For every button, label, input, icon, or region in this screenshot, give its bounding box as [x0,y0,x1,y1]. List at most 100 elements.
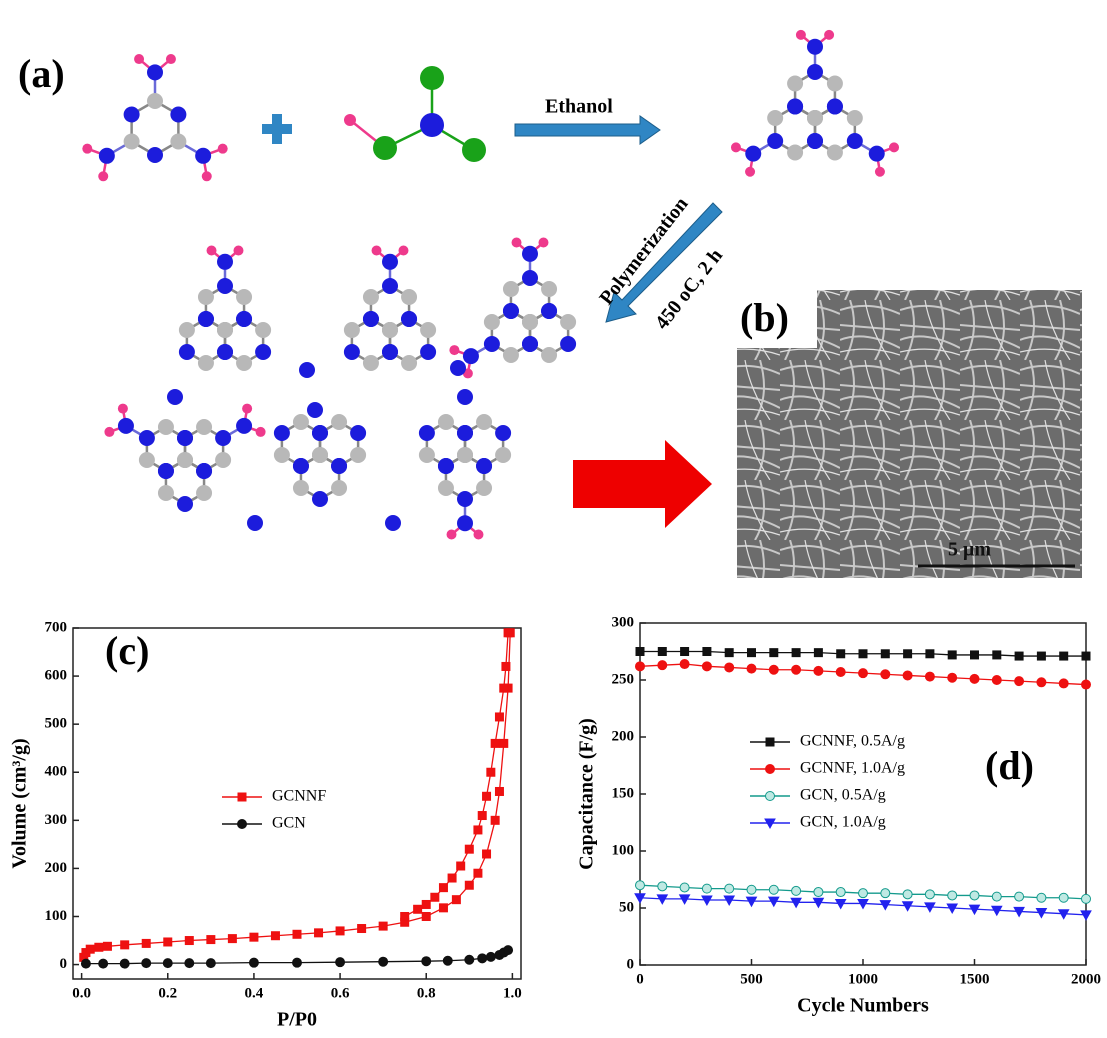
atom [350,425,366,441]
atom [457,447,473,463]
atom [82,144,92,154]
atom [495,447,511,463]
marker [859,650,867,658]
marker [1059,893,1068,902]
marker [703,648,711,656]
marker [1015,892,1024,901]
marker [904,650,912,658]
marker [422,900,430,908]
atom [247,515,263,531]
marker [478,812,486,820]
atom [449,345,459,355]
marker [358,925,366,933]
atom [503,303,519,319]
panel-label: (a) [18,51,65,96]
atom [457,389,473,405]
atom [787,99,803,115]
marker [478,954,487,963]
y-tick-label: 600 [45,668,68,684]
marker [970,674,979,683]
atom [807,39,823,55]
marker [163,959,172,968]
atom [124,107,140,123]
y-tick-label: 150 [612,785,635,801]
atom [236,355,252,371]
marker [336,927,344,935]
marker [1082,680,1091,689]
marker [814,666,823,675]
atom [522,314,538,330]
marker [992,676,1001,685]
atom [476,458,492,474]
atom [177,496,193,512]
atom [118,418,134,434]
marker [207,936,215,944]
marker [948,651,956,659]
atom [158,419,174,435]
atom [218,144,228,154]
atom [398,245,408,255]
marker [970,891,979,900]
marker [250,933,258,941]
marker [814,649,822,657]
atom [476,480,492,496]
atom [503,281,519,297]
x-tick-label: 1.0 [503,985,522,1001]
marker [238,820,247,829]
marker [993,651,1001,659]
atom [293,414,309,430]
atom [307,402,323,418]
marker [903,671,912,680]
atom [255,322,271,338]
marker [636,648,644,656]
marker [439,884,447,892]
atom [869,146,885,162]
atom [847,133,863,149]
result-arrow [573,440,712,528]
atom [787,76,803,92]
y-tick-label: 0 [627,956,635,972]
y-tick-label: 200 [45,860,68,876]
marker [452,896,460,904]
atom [198,311,214,327]
legend-label: GCN, 0.5A/g [800,787,886,804]
x-tick-label: 500 [740,971,763,987]
marker [681,648,689,656]
chart: 0.00.20.40.60.81.00100200300400500600700… [9,619,522,1030]
atom [419,447,435,463]
atom [312,425,328,441]
atom [312,447,328,463]
atom [420,66,444,90]
marker [293,958,302,967]
atom [179,344,195,360]
x-tick-label: 0.6 [331,985,350,1001]
marker [1081,911,1091,920]
atom [373,136,397,160]
marker [142,939,150,947]
atom [457,425,473,441]
marker [747,885,756,894]
marker [379,922,387,930]
atom [462,138,486,162]
marker [443,956,452,965]
marker [164,938,172,946]
atom [827,76,843,92]
y-axis-title: Capacitance (F/g) [576,718,598,870]
marker [86,945,94,953]
atom [401,289,417,305]
marker [142,959,151,968]
marker [636,662,645,671]
reagent-label: Ethanol [545,96,613,118]
atom [382,254,398,270]
atom [99,148,115,164]
y-tick-label: 700 [45,619,68,635]
atom [274,447,290,463]
marker [1037,678,1046,687]
atom [167,389,183,405]
marker [859,669,868,678]
atom [807,64,823,80]
atom [139,452,155,468]
atom [331,458,347,474]
atom [196,463,212,479]
marker [836,668,845,677]
